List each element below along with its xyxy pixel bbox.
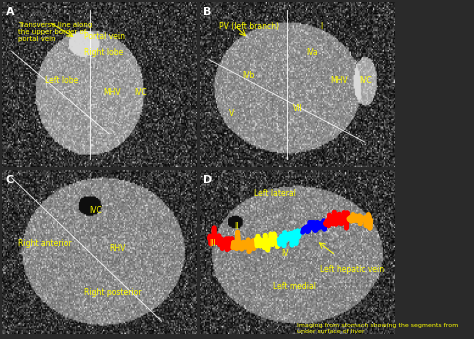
Text: II: II	[235, 222, 239, 232]
Text: IV: IV	[281, 249, 289, 258]
Text: IVb: IVb	[242, 71, 255, 80]
Text: IVC: IVC	[359, 76, 372, 85]
Text: IVC: IVC	[135, 88, 147, 97]
Text: Transverse line along
the upper border of
portal vein: Transverse line along the upper border o…	[18, 22, 92, 42]
Text: C: C	[6, 175, 14, 184]
Text: III: III	[209, 239, 216, 248]
Text: Left medial: Left medial	[273, 282, 317, 291]
Text: A: A	[6, 7, 15, 17]
Text: MHV: MHV	[330, 76, 347, 85]
Text: V: V	[229, 109, 234, 118]
Text: MHV: MHV	[103, 88, 121, 97]
Text: IVC: IVC	[90, 206, 102, 215]
Text: Left lateral: Left lateral	[254, 190, 296, 198]
Text: Right posterior: Right posterior	[84, 288, 141, 297]
Text: Right lobe: Right lobe	[84, 48, 123, 57]
Text: Left lobe: Left lobe	[45, 76, 78, 85]
Text: PV (left branch): PV (left branch)	[219, 22, 279, 31]
Text: D: D	[203, 175, 213, 184]
Text: VII: VII	[293, 104, 303, 113]
Text: Right anterior: Right anterior	[18, 239, 71, 248]
Text: Imaging from stomach showing the segments from
under surface of liver: Imaging from stomach showing the segment…	[297, 323, 458, 334]
Text: Left hepatic vein: Left hepatic vein	[320, 265, 384, 274]
Text: I: I	[320, 22, 322, 31]
Text: Portal vein: Portal vein	[84, 32, 125, 41]
Text: RHV: RHV	[109, 244, 126, 253]
Text: B: B	[203, 7, 212, 17]
Text: IVa: IVa	[307, 48, 318, 57]
